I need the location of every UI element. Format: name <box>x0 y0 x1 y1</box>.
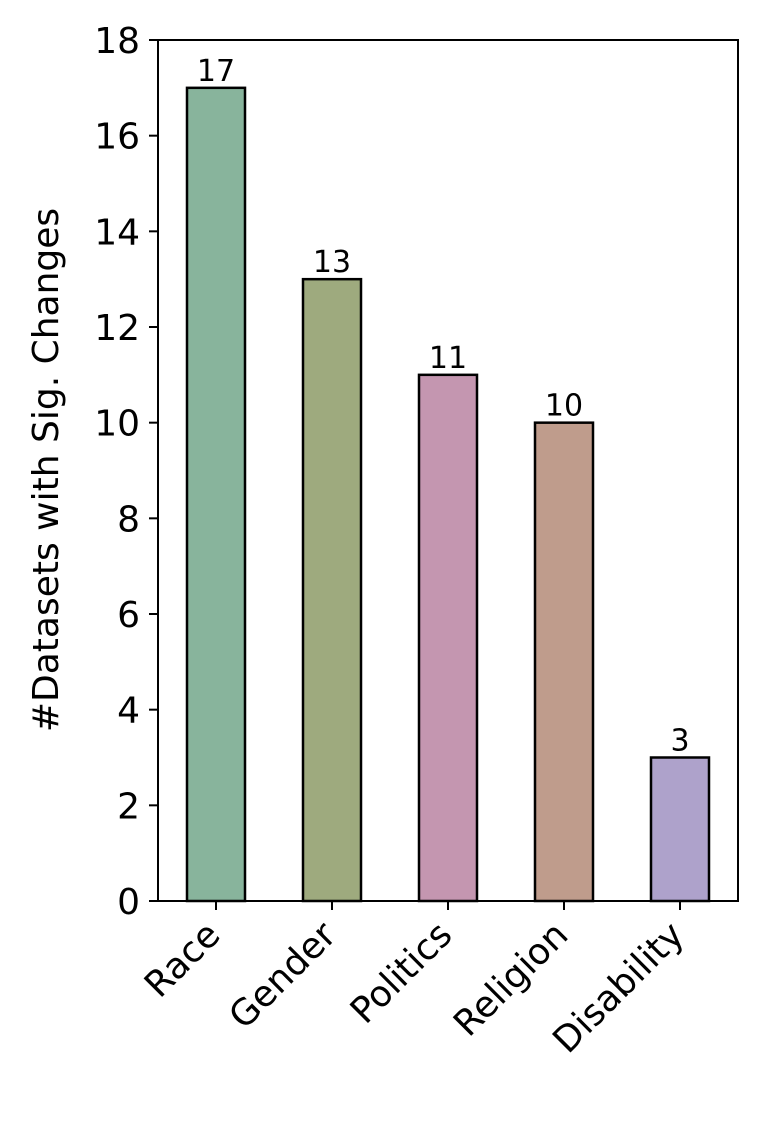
y-tick-label: 12 <box>94 308 140 349</box>
y-tick-label: 18 <box>94 21 140 62</box>
bar-value-label: 17 <box>197 54 235 89</box>
y-axis-title: #Datasets with Sig. Changes <box>26 208 67 732</box>
bar-politics <box>417 373 479 903</box>
y-tick-label: 6 <box>117 595 140 636</box>
plot-frame <box>157 39 739 902</box>
bar-value-label: 3 <box>670 724 689 759</box>
y-tick-label: 2 <box>117 786 140 827</box>
y-tick-label: 0 <box>117 882 140 923</box>
bar-value-label: 13 <box>313 245 351 280</box>
bar-value-label: 10 <box>545 389 583 424</box>
x-tick-label: Politics <box>343 914 460 1031</box>
y-tick-label: 16 <box>94 117 140 158</box>
data-labels-layer: 17 13 11 10 3 <box>197 54 690 759</box>
y-tick-label: 10 <box>94 404 140 445</box>
bar-religion <box>533 421 595 903</box>
y-tick-label: 14 <box>94 212 140 253</box>
bar-disability <box>649 756 711 903</box>
bar-gender <box>301 277 363 903</box>
bar-value-label: 11 <box>429 341 467 376</box>
y-tick-label: 4 <box>117 691 140 732</box>
x-tick-label: Race <box>137 914 228 1005</box>
bar-race <box>185 86 247 903</box>
y-axis: 0 2 4 6 8 10 12 14 16 18 <box>94 21 158 923</box>
bars-layer <box>185 86 711 903</box>
y-tick-label: 8 <box>117 499 140 540</box>
x-tick-label: Gender <box>222 914 345 1037</box>
